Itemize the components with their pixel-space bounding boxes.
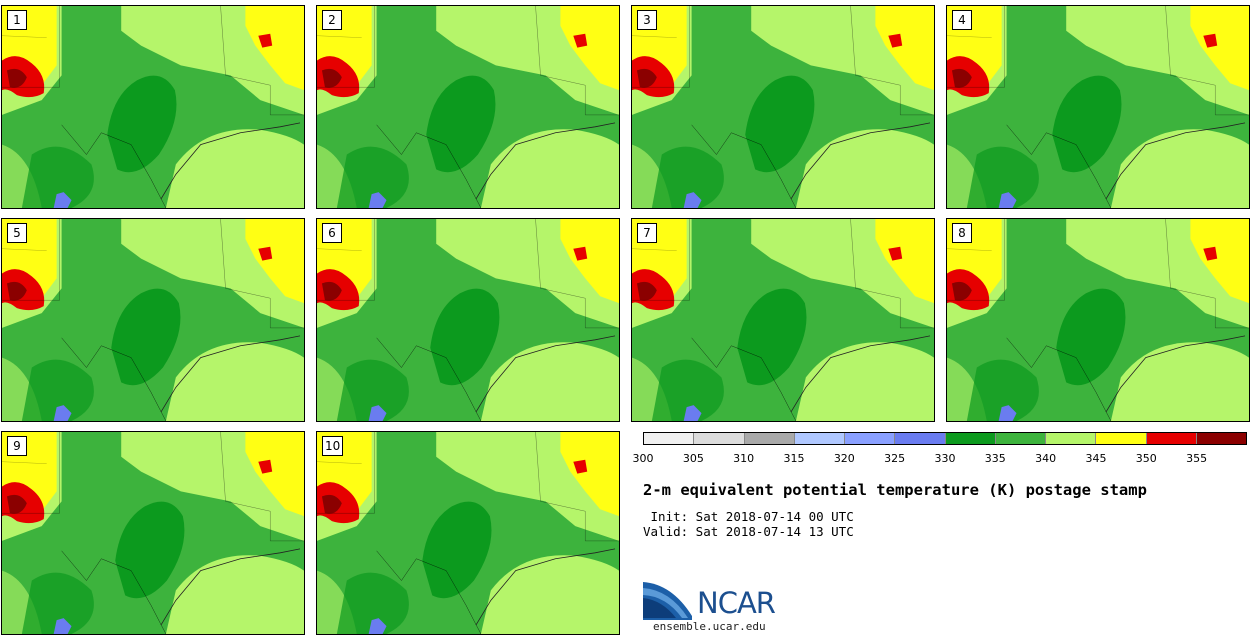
ensemble-member-map: 4 — [946, 5, 1250, 209]
colorbar — [643, 432, 1247, 445]
colorbar-segment — [995, 433, 1046, 444]
ensemble-member-map: 1 — [1, 5, 305, 209]
member-number-label: 2 — [322, 10, 342, 30]
colorbar-tick-label: 325 — [884, 452, 906, 465]
colorbar-segment — [744, 433, 795, 444]
member-number-label: 4 — [952, 10, 972, 30]
colorbar-tick-label: 315 — [783, 452, 805, 465]
colorbar-segment — [1096, 433, 1147, 444]
member-number-label: 7 — [637, 223, 657, 243]
member-number-label: 9 — [7, 436, 27, 456]
colorbar-segment — [1146, 433, 1197, 444]
colorbar-segment — [945, 433, 996, 444]
colorbar-tick-label: 300 — [632, 452, 654, 465]
colorbar-tick-label: 335 — [984, 452, 1006, 465]
colorbar-tick-label: 305 — [682, 452, 704, 465]
ensemble-member-map: 6 — [316, 218, 620, 422]
ncar-logo-text: NCAR — [697, 586, 776, 620]
ensemble-member-map: 8 — [946, 218, 1250, 422]
ensemble-member-map: 9 — [1, 431, 305, 635]
colorbar-segment — [845, 433, 896, 444]
colorbar-segment — [1046, 433, 1097, 444]
ensemble-url[interactable]: ensemble.ucar.edu — [653, 620, 766, 633]
member-number-label: 3 — [637, 10, 657, 30]
colorbar-segment — [694, 433, 745, 444]
colorbar-tick-label: 330 — [934, 452, 956, 465]
ensemble-member-map: 7 — [631, 218, 935, 422]
colorbar-tick-label: 320 — [833, 452, 855, 465]
colorbar-tick-label: 345 — [1085, 452, 1107, 465]
colorbar-tick-label: 350 — [1135, 452, 1157, 465]
colorbar-segment — [794, 433, 845, 444]
ncar-swoosh-icon — [643, 582, 692, 620]
member-number-label: 6 — [322, 223, 342, 243]
colorbar-tick-label: 310 — [733, 452, 755, 465]
colorbar-segment — [895, 433, 946, 444]
member-number-label: 5 — [7, 223, 27, 243]
init-time: Init: Sat 2018-07-14 00 UTC — [650, 509, 854, 524]
ensemble-member-map: 2 — [316, 5, 620, 209]
ensemble-member-map: 3 — [631, 5, 935, 209]
valid-time: Valid: Sat 2018-07-14 13 UTC — [643, 524, 854, 539]
map-title: 2-m equivalent potential temperature (K)… — [643, 481, 1147, 499]
colorbar-tick-label: 355 — [1186, 452, 1208, 465]
ensemble-member-map: 10 — [316, 431, 620, 635]
member-number-label: 8 — [952, 223, 972, 243]
colorbar-tick-label: 340 — [1035, 452, 1057, 465]
member-number-label: 10 — [322, 436, 344, 456]
ensemble-member-map: 5 — [1, 218, 305, 422]
member-number-label: 1 — [7, 10, 27, 30]
colorbar-segment — [1196, 433, 1246, 444]
colorbar-segment — [644, 433, 695, 444]
